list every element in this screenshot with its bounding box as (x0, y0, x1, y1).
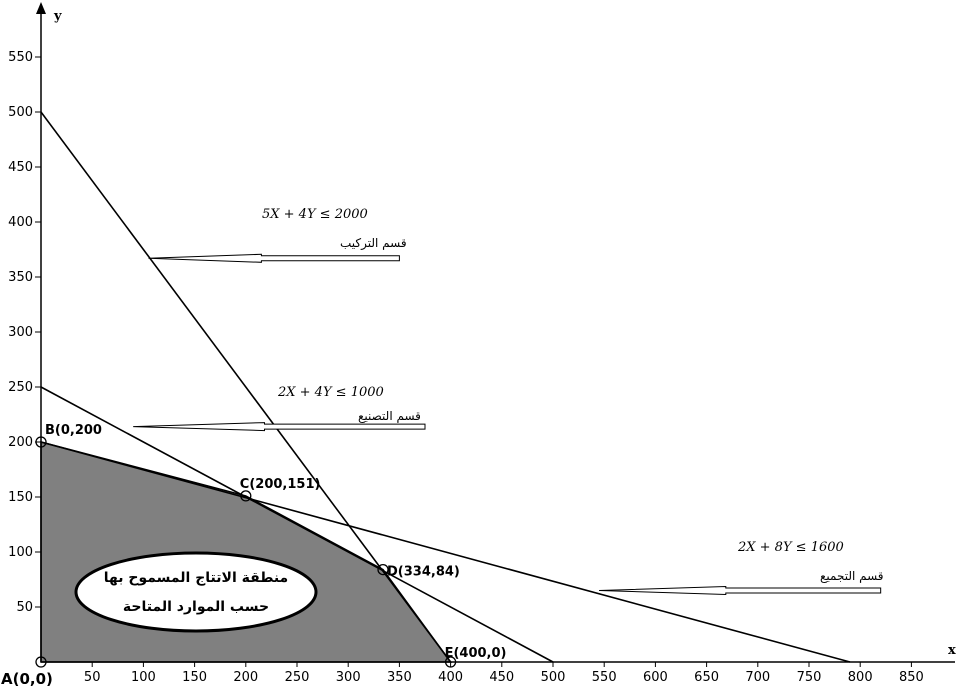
constraint-line-3 (40, 441, 851, 663)
y-tick-label: 500 (8, 105, 33, 120)
x-tick-label: 700 (745, 670, 770, 685)
x-tick-label: 500 (541, 670, 566, 685)
x-tick-label: 800 (848, 670, 873, 685)
constraint-formula-1: 5X + 4Y ≤ 2000 (262, 207, 368, 222)
x-tick-label: 250 (285, 670, 310, 685)
y-tick-label: 400 (8, 215, 33, 230)
origin-label: A(0,0) (1, 670, 53, 688)
y-tick-label: 350 (8, 270, 33, 285)
constraint-callout-arrow-1 (148, 253, 400, 263)
constraint-department-3: قسم التجميع (820, 569, 884, 583)
y-tick-label: 50 (16, 600, 33, 615)
x-axis-label: x (948, 643, 956, 658)
y-axis-arrowhead (36, 2, 46, 14)
y-tick-label: 450 (8, 160, 33, 175)
x-tick-label: 100 (131, 670, 156, 685)
y-tick-label: 550 (8, 50, 33, 65)
vertex-marker (35, 436, 47, 448)
constraint-formula-3: 2X + 8Y ≤ 1600 (737, 540, 844, 555)
x-tick-label: 600 (643, 670, 668, 685)
region-label-line-1: منطقة الاتتاج المسموح بها (104, 570, 288, 586)
region-label-ellipse (74, 551, 318, 633)
x-tick-label: 650 (694, 670, 719, 685)
x-tick-label: 50 (84, 670, 101, 685)
y-axis-label: y (53, 9, 62, 24)
vertex-marker (377, 563, 389, 576)
x-tick-label: 400 (438, 670, 463, 685)
x-tick-label: 300 (336, 670, 361, 685)
constraint-formula-2: 2X + 4Y ≤ 1000 (277, 385, 384, 400)
constraint-line-2 (40, 386, 554, 663)
x-tick-label: 850 (899, 670, 924, 685)
y-tick-label: 150 (8, 490, 33, 505)
y-tick-label: 200 (8, 435, 33, 450)
vertex-label: C(200,151) (240, 477, 321, 492)
x-tick-label: 450 (489, 670, 514, 685)
constraint-department-2: قسم التصنيع (358, 409, 421, 423)
vertex-marker (35, 656, 47, 668)
vertex-marker (240, 490, 252, 502)
constraint-department-1: قسم التركيب (340, 236, 407, 251)
vertex-marker (444, 656, 457, 668)
region-label-line-2: حسب الموارد المتاحة (123, 599, 269, 615)
y-tick-label: 300 (8, 325, 33, 340)
x-tick-label: 200 (233, 670, 258, 685)
x-tick-label: 150 (182, 670, 207, 685)
constraint-callout-arrow-3 (599, 585, 882, 596)
x-tick-label: 750 (797, 670, 822, 685)
y-tick-label: 250 (8, 380, 33, 395)
vertex-label: B(0,200 (45, 423, 102, 438)
vertex-label: D(334,84) (387, 565, 460, 580)
y-tick-label: 100 (8, 545, 33, 560)
x-tick-label: 550 (592, 670, 617, 685)
region-label-group: منطقة الاتتاج المسموح بها حسب الموارد ال… (74, 551, 318, 633)
constraint-callout-arrow-2 (133, 422, 426, 432)
x-tick-label: 350 (387, 670, 412, 685)
vertex-label: E(400,0) (445, 646, 507, 661)
